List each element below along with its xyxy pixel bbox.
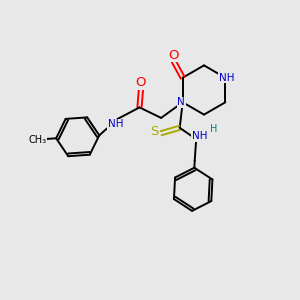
Text: CH₃: CH₃ <box>28 135 46 145</box>
Text: O: O <box>168 49 179 62</box>
Text: NH: NH <box>108 119 123 129</box>
Text: H: H <box>210 124 217 134</box>
Text: NH: NH <box>219 73 235 83</box>
Text: N: N <box>177 97 185 107</box>
Text: S: S <box>150 125 159 138</box>
Text: NH: NH <box>192 131 208 141</box>
Text: O: O <box>136 76 146 89</box>
